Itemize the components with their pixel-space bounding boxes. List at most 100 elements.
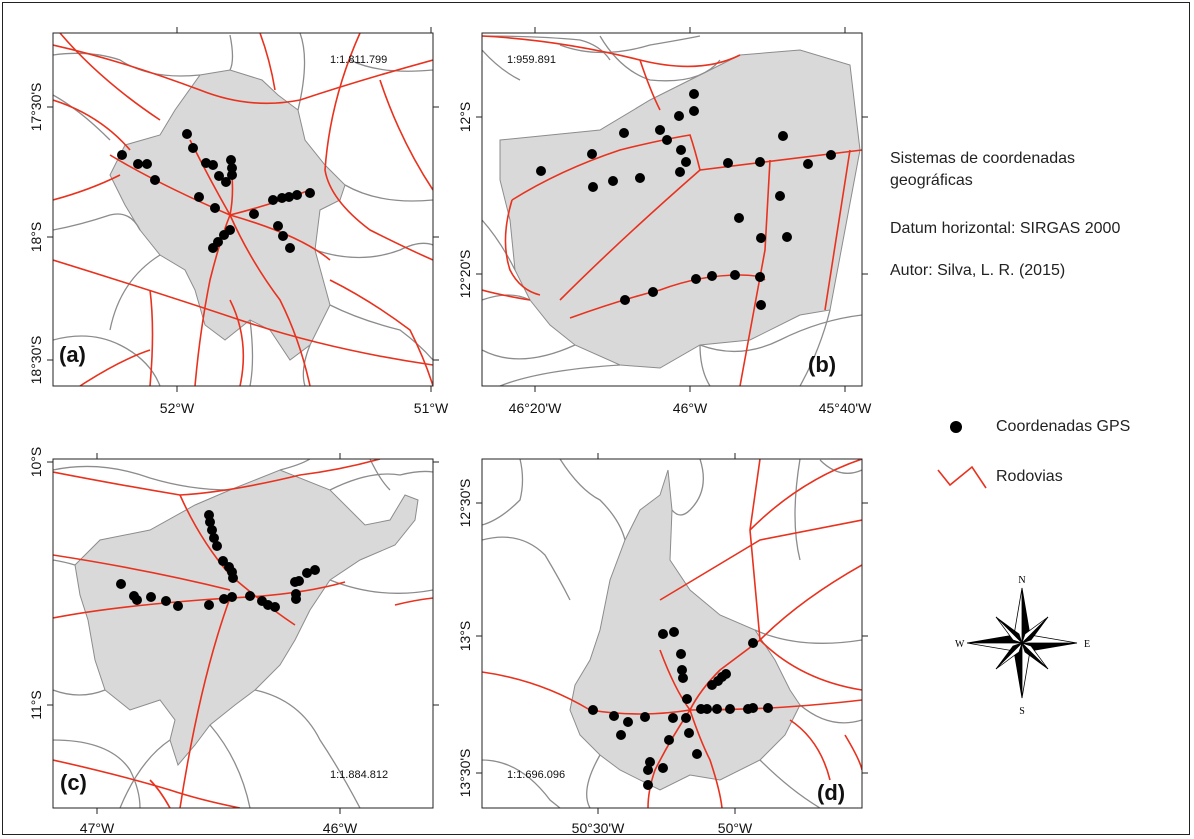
gps-point [133, 159, 143, 169]
gps-point [209, 533, 219, 543]
gps-point [161, 596, 171, 606]
gps-point [619, 128, 629, 138]
gps-point [285, 243, 295, 253]
gps-point [226, 155, 236, 165]
gps-point [643, 765, 653, 775]
gps-point [219, 594, 229, 604]
gps-point [214, 171, 224, 181]
gps-point [204, 600, 214, 610]
gps-point [826, 150, 836, 160]
gps-point [676, 145, 686, 155]
frame-b [481, 32, 863, 387]
scale-b: 1:959.891 [507, 54, 556, 66]
gps-point [609, 711, 619, 721]
gps-point [173, 601, 183, 611]
gps-point [678, 673, 688, 683]
gps-point [227, 163, 237, 173]
gps-point [294, 576, 304, 586]
gps-point [227, 170, 237, 180]
gps-point [734, 213, 744, 223]
gps-point [668, 713, 678, 723]
gps-point [182, 129, 192, 139]
author-text: Autor: Silva, L. R. (2015) [890, 262, 1066, 279]
rivers-d [482, 459, 862, 808]
gps-point [725, 704, 735, 714]
panel-letter-a: (a) [59, 342, 86, 367]
compass-n: N [1018, 575, 1025, 586]
gps-point [691, 274, 701, 284]
gps-point [702, 704, 712, 714]
gps-point [270, 602, 280, 612]
gps-point [712, 704, 722, 714]
legend-gps-symbol [950, 421, 962, 433]
lat-tick-a-0: 17°30'S [28, 83, 44, 132]
gps-point [658, 629, 668, 639]
lon-tick-b-1: 46°W [673, 400, 708, 416]
gps-point [763, 703, 773, 713]
panel-d: 1:1.696.096 (d) 50°30'W 50°W 12°30'S 13°… [457, 453, 868, 836]
datum-text: Datum horizontal: SIRGAS 2000 [890, 220, 1121, 237]
frame-a [52, 32, 434, 387]
rivers-b [482, 35, 862, 386]
compass-e: E [1084, 639, 1090, 650]
gps-point [721, 669, 731, 679]
gps-point [707, 271, 717, 281]
gps-points-b [536, 89, 836, 310]
gps-point [205, 517, 215, 527]
gps-point [682, 694, 692, 704]
gps-point [677, 665, 687, 675]
gps-point [692, 749, 702, 759]
lat-tick-b-0: 12°S [457, 102, 473, 133]
gps-point [778, 131, 788, 141]
frame-c [52, 458, 434, 809]
gps-point [658, 763, 668, 773]
legend-gps-label: Coordenadas GPS [996, 418, 1131, 435]
gps-point [588, 705, 598, 715]
gps-point [208, 160, 218, 170]
gps-point [730, 270, 740, 280]
gps-point [132, 595, 142, 605]
gps-point [664, 735, 674, 745]
gps-point [221, 177, 231, 187]
gps-point [227, 592, 237, 602]
gps-point [748, 638, 758, 648]
gps-point [662, 135, 672, 145]
scale-c: 1:1.884.812 [330, 769, 388, 781]
gps-point [681, 157, 691, 167]
gps-point [620, 295, 630, 305]
gps-point [782, 232, 792, 242]
gps-point [608, 176, 618, 186]
lat-tick-c-0: 10°S [28, 447, 44, 478]
gps-points-d [588, 627, 773, 790]
scale-d: 1:1.696.096 [507, 769, 565, 781]
gps-point [689, 89, 699, 99]
gps-point [291, 589, 301, 599]
lon-tick-b-2: 45°40'W [819, 400, 872, 416]
rivers-c [53, 459, 433, 808]
gps-point [689, 106, 699, 116]
lat-tick-a-2: 18°30'S [28, 336, 44, 385]
gps-point [674, 111, 684, 121]
coord-system-text: Sistemas de coordenadas geográficas [890, 150, 1075, 189]
gps-point [302, 568, 312, 578]
gps-point [150, 175, 160, 185]
gps-point [587, 149, 597, 159]
lat-tick-d-1: 13°S [457, 621, 473, 652]
gps-point [684, 728, 694, 738]
region-d [569, 469, 801, 791]
gps-point [623, 717, 633, 727]
panel-a: 1:1.811.799 (a) 52°W 51°W 17°30'S 18°S 1… [28, 27, 449, 416]
frame-d [481, 458, 863, 809]
gps-point [210, 203, 220, 213]
lat-tick-d-2: 13°30'S [457, 749, 473, 798]
gps-point [249, 209, 259, 219]
lat-tick-c-1: 11°S [28, 690, 44, 719]
gps-point [635, 173, 645, 183]
lon-tick-d-1: 50°W [718, 820, 753, 836]
gps-point [755, 272, 765, 282]
gps-point [228, 573, 238, 583]
lat-tick-d-0: 12°30'S [457, 479, 473, 528]
gps-point [755, 157, 765, 167]
